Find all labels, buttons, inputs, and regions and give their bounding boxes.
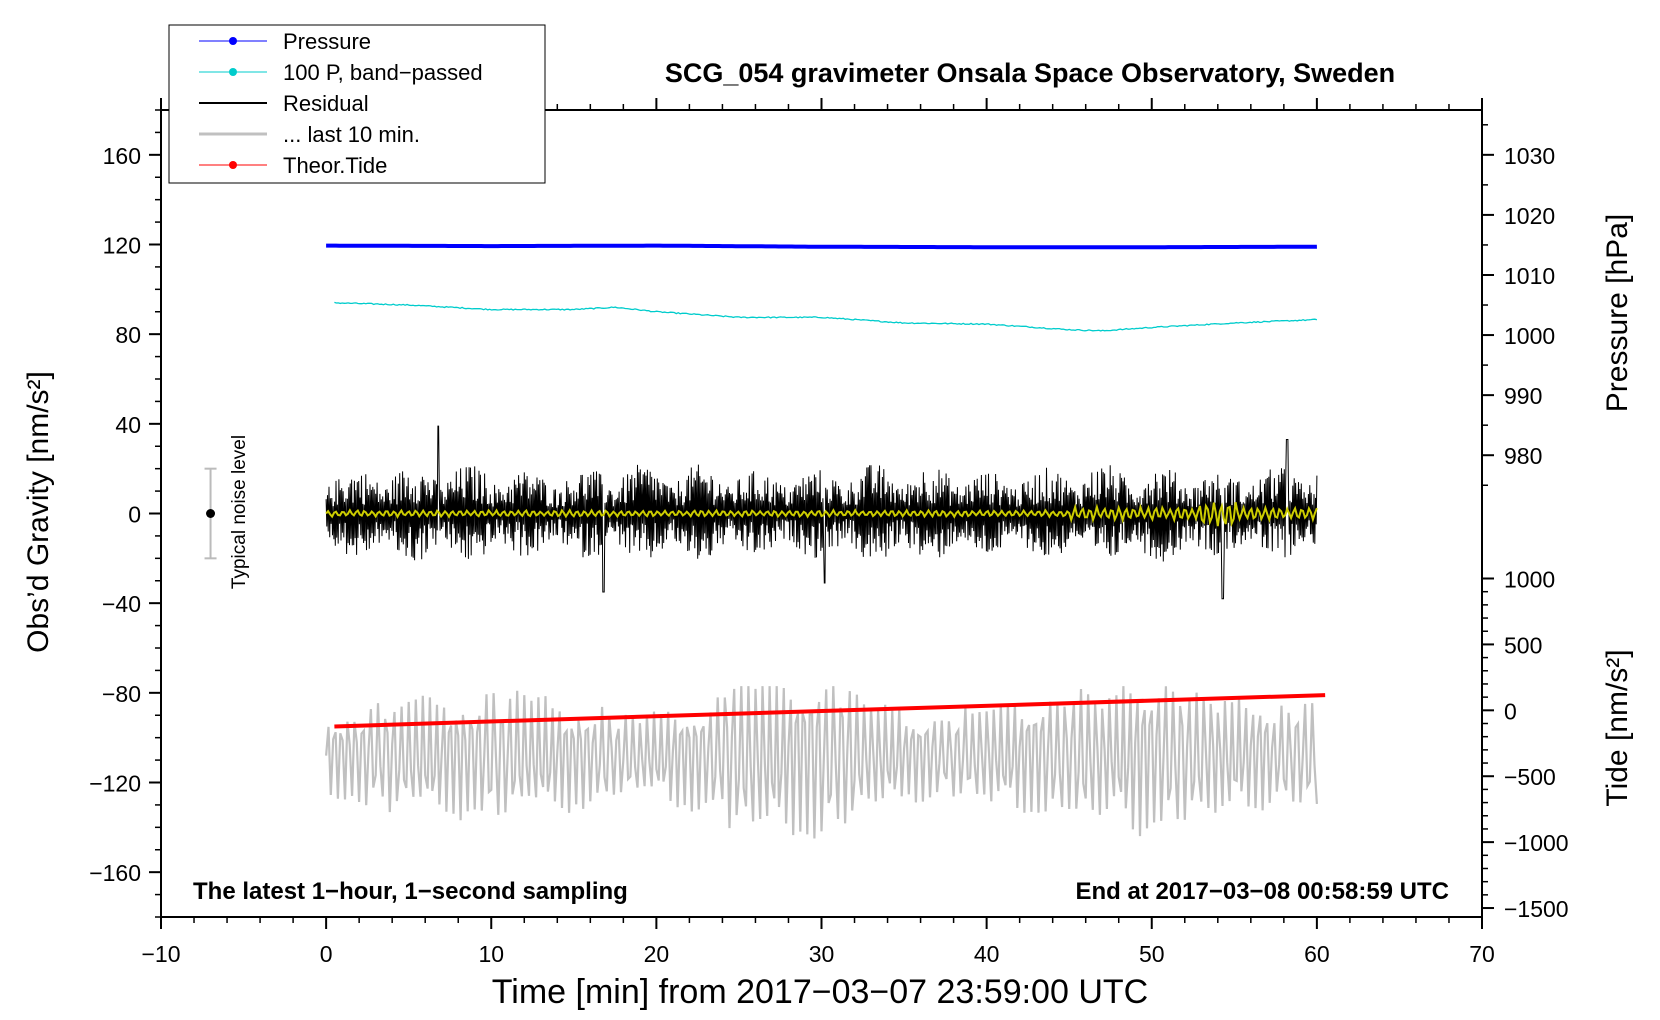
y-tick-label: 80 [115,322,141,348]
tide-tick-label: 500 [1504,632,1542,658]
x-tick-label: 0 [320,941,333,967]
legend-marker [229,68,237,76]
annotation-end-time: End at 2017−03−08 00:58:59 UTC [1075,878,1449,905]
noise-level-label: Typical noise level [229,435,250,589]
x-tick-label: 20 [644,941,670,967]
x-tick-label: −10 [141,941,180,967]
legend-label: Theor.Tide [283,153,387,178]
pressure-tick-label: 980 [1504,443,1542,469]
tide-axis-label: Tide [nm/s²] [1601,649,1634,806]
x-tick-label: 60 [1304,941,1330,967]
legend-label: Pressure [283,29,371,54]
y-tick-label: 0 [128,502,141,528]
x-tick-label: 40 [974,941,1000,967]
legend-label: ... last 10 min. [283,122,420,147]
y-tick-label: −40 [102,591,141,617]
legend-label: 100 P, band−passed [283,60,483,85]
x-tick-label: 70 [1469,941,1495,967]
y-tick-label: −160 [89,860,141,886]
x-tick-label: 10 [478,941,504,967]
y-tick-label: 160 [103,143,141,169]
legend-marker [229,37,237,45]
series-band-passed [334,301,1318,332]
legend-label: Residual [283,91,369,116]
annotation-sampling: The latest 1−hour, 1−second sampling [193,878,628,905]
legend-marker [229,161,237,169]
pressure-tick-label: 1030 [1504,143,1555,169]
x-axis-label: Time [min] from 2017−03−07 23:59:00 UTC [492,973,1148,1011]
y-tick-label: 40 [115,412,141,438]
tide-tick-label: 1000 [1504,567,1555,593]
x-tick-label: 30 [809,941,835,967]
series-theor-tide [334,693,1326,729]
series-pressure [326,243,1317,250]
chart-title: SCG_054 gravimeter Onsala Space Observat… [665,58,1395,88]
x-tick-label: 50 [1139,941,1165,967]
series-residual [325,425,1318,600]
tide-tick-label: −1500 [1504,896,1569,922]
tide-tick-label: −1000 [1504,830,1569,856]
pressure-tick-label: 1020 [1504,203,1555,229]
pressure-tick-label: 990 [1504,383,1542,409]
tide-tick-label: −500 [1504,764,1556,790]
pressure-tick-label: 1010 [1504,263,1555,289]
noise-bar-point [206,509,216,518]
pressure-tick-label: 1000 [1504,323,1555,349]
y-tick-label: −80 [102,681,141,707]
legend: Pressure 100 P, band−passed Residual ... la… [168,24,546,184]
y-tick-label: 120 [103,233,141,259]
y-axis-label-left: Obs’d Gravity [nm/s²] [22,371,55,653]
tide-tick-label: 0 [1504,698,1517,724]
series-residual-smoothed [325,502,1318,528]
pressure-axis-label: Pressure [hPa] [1601,214,1634,412]
series-last-10-min [325,686,1318,839]
y-tick-label: −120 [89,771,141,797]
